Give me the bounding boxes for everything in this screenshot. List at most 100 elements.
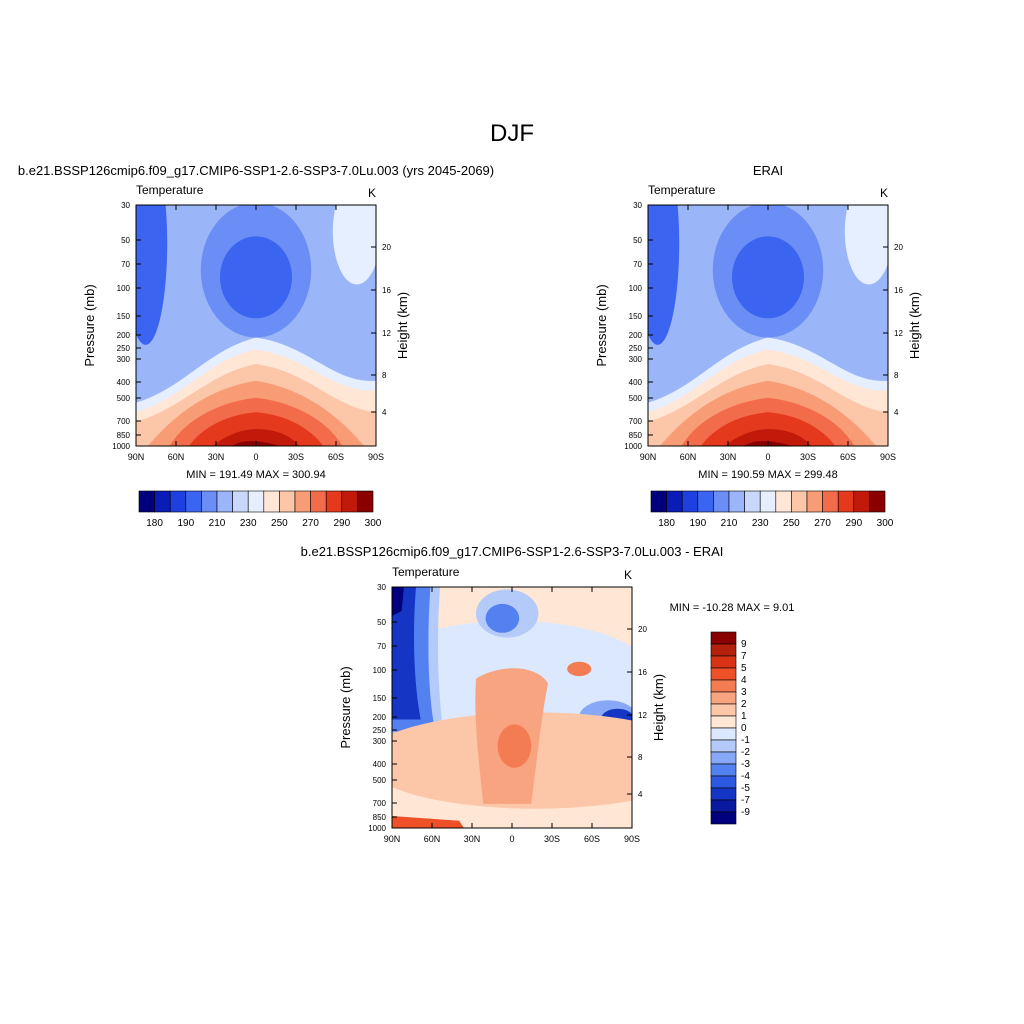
x-tick-label: 0: [253, 452, 258, 462]
left-string: Temperature: [136, 183, 204, 197]
y-axis-label: Pressure (mb): [338, 666, 353, 748]
y-right-tick-label: 12: [382, 329, 391, 338]
y-tick-label: 250: [117, 344, 131, 353]
colorbar-box: [650, 490, 667, 513]
colorbar-box: [710, 715, 737, 729]
y-right-tick-label: 12: [894, 329, 903, 338]
y-tick-label: 400: [629, 378, 643, 387]
y-tick-label: 50: [377, 618, 386, 627]
contour-field: [136, 205, 376, 446]
colorbar-label: -7: [741, 795, 750, 806]
colorbar-label: 190: [177, 518, 194, 529]
x-tick-label: 30S: [544, 834, 560, 844]
colorbar-box: [666, 490, 683, 513]
x-tick-label: 90N: [640, 452, 657, 462]
colorbar-box: [710, 655, 737, 669]
colorbar-box: [154, 490, 171, 513]
colorbar-box: [310, 490, 327, 513]
colorbar-box: [697, 490, 714, 513]
colorbar-label: -9: [741, 807, 750, 818]
field-contour-pos3: [497, 724, 532, 768]
y-tick-label: 300: [117, 355, 131, 364]
colorbar-box: [744, 490, 761, 513]
y-tick-label: 500: [629, 394, 643, 403]
colorbar-label: -3: [741, 759, 750, 770]
y-tick-label: 30: [377, 583, 386, 592]
colorbar-box: [710, 799, 737, 813]
x-tick-label: 30N: [464, 834, 481, 844]
y-tick-label: 400: [373, 760, 387, 769]
y-tick-label: 50: [633, 236, 642, 245]
y-tick-label: 100: [629, 284, 643, 293]
colorbar-box: [325, 490, 343, 513]
colorbar-box: [710, 775, 737, 789]
x-tick-label: 30S: [800, 452, 816, 462]
colorbar-box: [710, 679, 737, 693]
colorbar-label: 180: [658, 518, 675, 529]
field-contour-surface-warm: [392, 816, 464, 828]
x-tick-label: 0: [765, 452, 770, 462]
right-string: K: [624, 568, 632, 582]
field-contour-cold-core: [220, 236, 292, 319]
right-string: K: [368, 186, 376, 200]
colorbar-label: 300: [365, 518, 382, 529]
colorbar-box: [294, 490, 311, 513]
colorbar-box: [710, 703, 737, 717]
y-right-tick-label: 4: [638, 790, 643, 799]
y-tick-label: 30: [633, 201, 642, 210]
colorbar-box: [357, 490, 374, 513]
colorbar-label: 9: [741, 639, 747, 650]
field-contour-pos3-b: [567, 661, 592, 677]
x-tick-label: 30S: [288, 452, 304, 462]
y-right-tick-label: 20: [638, 625, 647, 634]
colorbar-box: [710, 739, 737, 753]
colorbar-label: 7: [741, 651, 747, 662]
colorbar-box: [710, 667, 737, 681]
y-tick-label: 200: [629, 331, 643, 340]
colorbar-label: -4: [741, 771, 750, 782]
y-tick-label: 850: [373, 813, 387, 822]
y-tick-label: 850: [629, 431, 643, 440]
y-right-axis-label: Height (km): [907, 292, 922, 359]
colorbar-label: 290: [845, 518, 862, 529]
y-tick-label: 100: [117, 284, 131, 293]
x-tick-label: 30N: [208, 452, 225, 462]
colorbar-box: [775, 490, 792, 513]
colorbar-box: [806, 490, 823, 513]
y-tick-label: 700: [373, 799, 387, 808]
colorbar-box: [681, 490, 699, 513]
field-contour-left-cold: [648, 205, 680, 345]
field-contour-cold-core: [732, 236, 804, 319]
y-tick-label: 250: [373, 726, 387, 735]
y-right-tick-label: 8: [894, 371, 899, 380]
panel-title-model: b.e21.BSSP126cmip6.f09_g17.CMIP6-SSP1-2.…: [17, 163, 495, 178]
field-contour-295: [212, 429, 300, 446]
colorbar-label: 0: [741, 723, 747, 734]
field-contour-left-neg9: [392, 587, 404, 616]
colorbar-label: 190: [689, 518, 706, 529]
colorbar-box: [710, 643, 737, 657]
colorbar-box: [169, 490, 187, 513]
colorbar-label: 290: [333, 518, 350, 529]
x-tick-label: 90N: [384, 834, 401, 844]
y-tick-label: 70: [377, 642, 386, 651]
y-right-tick-label: 12: [638, 711, 647, 720]
y-right-tick-label: 20: [894, 243, 903, 252]
colorbar-box: [138, 490, 155, 513]
y-tick-label: 70: [633, 260, 642, 269]
x-tick-label: 90N: [128, 452, 145, 462]
field-contour-left-neg7: [392, 587, 421, 720]
colorbar-label: 300: [877, 518, 894, 529]
y-right-tick-label: 16: [638, 668, 647, 677]
colorbar-label: 270: [302, 518, 319, 529]
colorbar-box: [710, 727, 737, 741]
colorbar-label: 3: [741, 687, 747, 698]
y-tick-label: 250: [629, 344, 643, 353]
y-tick-label: 500: [373, 776, 387, 785]
y-right-axis-label: Height (km): [395, 292, 410, 359]
x-tick-label: 60S: [584, 834, 600, 844]
x-tick-label: 30N: [720, 452, 737, 462]
y-tick-label: 1000: [624, 442, 642, 451]
colorbar-label: 5: [741, 663, 747, 674]
colorbar-box: [263, 490, 280, 513]
